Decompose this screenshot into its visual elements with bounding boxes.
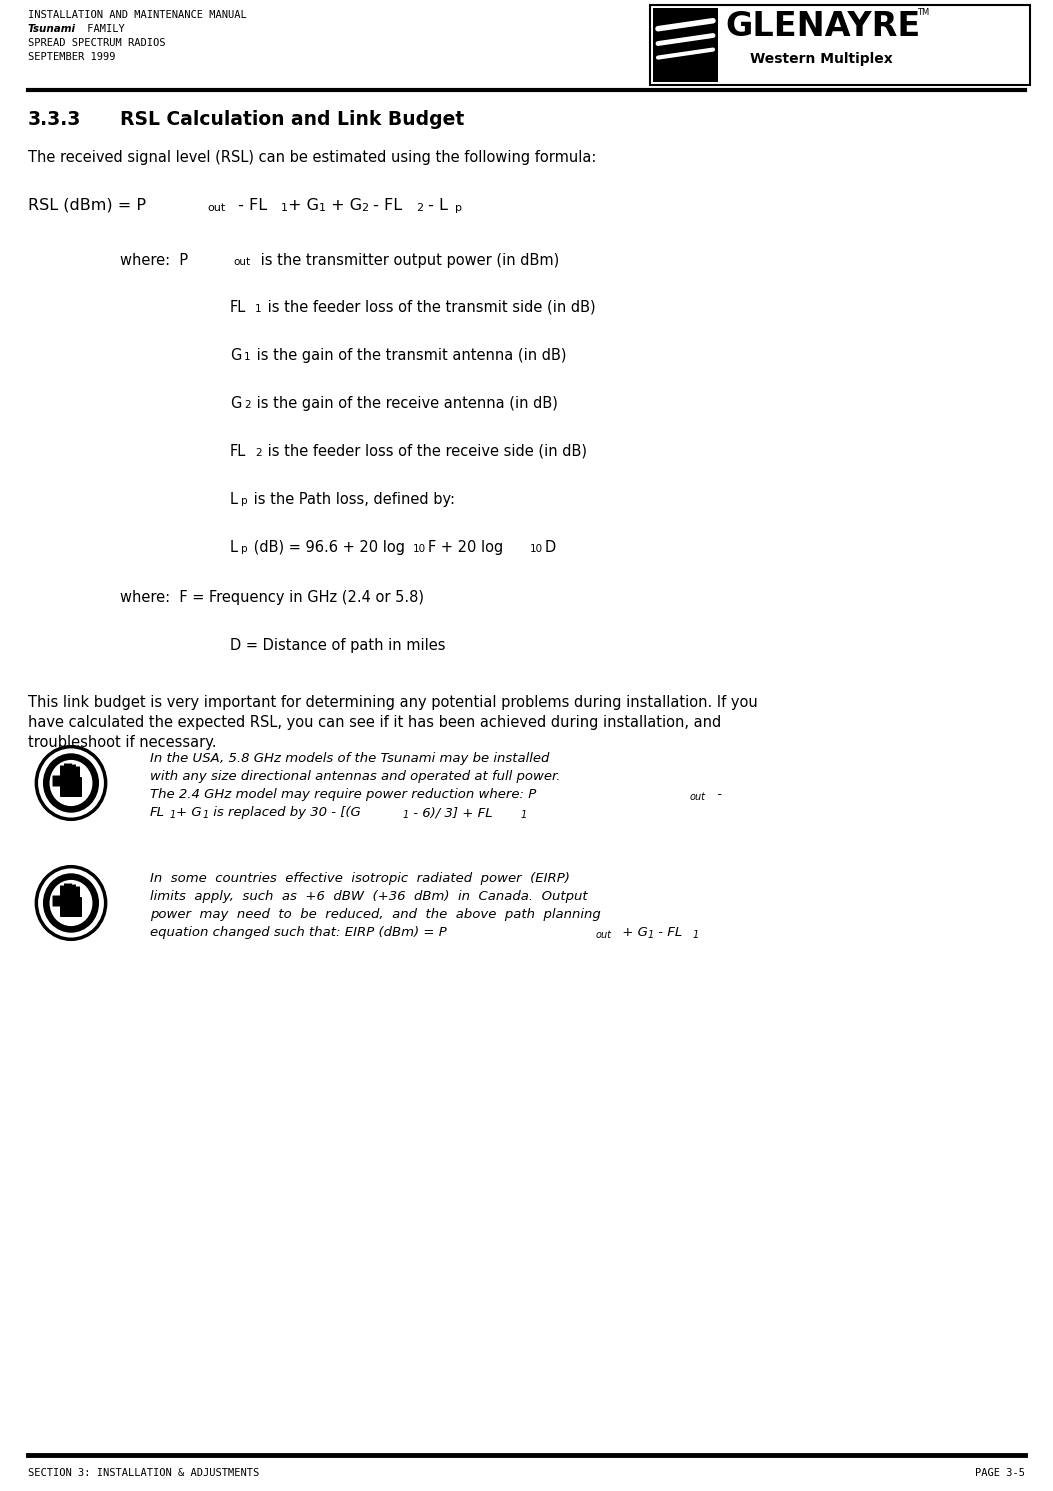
Text: - FL: - FL — [367, 198, 402, 213]
Text: with any size directional antennas and operated at full power.: with any size directional antennas and o… — [150, 769, 560, 783]
Ellipse shape — [37, 747, 105, 819]
Text: is the gain of the transmit antenna (in dB): is the gain of the transmit antenna (in … — [252, 347, 567, 362]
Text: power  may  need  to  be  reduced,  and  the  above  path  planning: power may need to be reduced, and the ab… — [150, 908, 601, 921]
Text: FL: FL — [230, 300, 246, 315]
Text: RSL Calculation and Link Budget: RSL Calculation and Link Budget — [120, 110, 464, 130]
Text: is the feeder loss of the receive side (in dB): is the feeder loss of the receive side (… — [263, 444, 587, 459]
Text: SEPTEMBER 1999: SEPTEMBER 1999 — [28, 52, 116, 63]
FancyBboxPatch shape — [53, 896, 61, 907]
Text: out: out — [690, 792, 706, 802]
Text: In the USA, 5.8 GHz models of the Tsunami may be installed: In the USA, 5.8 GHz models of the Tsunam… — [150, 751, 550, 765]
Text: 1: 1 — [281, 203, 289, 213]
Text: 10: 10 — [530, 544, 543, 555]
Text: 1: 1 — [170, 810, 176, 820]
Text: SPREAD SPECTRUM RADIOS: SPREAD SPECTRUM RADIOS — [28, 37, 165, 48]
Text: Western Multiplex: Western Multiplex — [750, 52, 893, 66]
Text: TM: TM — [917, 7, 929, 16]
Bar — [650, 4, 1030, 85]
Text: limits  apply,  such  as  +6  dBW  (+36  dBm)  in  Canada.  Output: limits apply, such as +6 dBW (+36 dBm) i… — [150, 890, 588, 904]
Ellipse shape — [49, 760, 93, 807]
FancyBboxPatch shape — [68, 763, 72, 778]
Text: 2: 2 — [416, 203, 423, 213]
Text: GLENAYRE: GLENAYRE — [726, 10, 920, 43]
Text: is the feeder loss of the transmit side (in dB): is the feeder loss of the transmit side … — [263, 300, 596, 315]
Text: 1: 1 — [244, 352, 251, 362]
Text: + G: + G — [289, 198, 319, 213]
FancyBboxPatch shape — [64, 763, 68, 778]
Text: is replaced by 30 - [(G: is replaced by 30 - [(G — [208, 807, 361, 819]
Text: FL: FL — [150, 807, 165, 819]
Text: PAGE 3-5: PAGE 3-5 — [975, 1469, 1025, 1478]
Text: p: p — [241, 497, 247, 505]
Text: In  some  countries  effective  isotropic  radiated  power  (EIRP): In some countries effective isotropic ra… — [150, 872, 570, 886]
Text: Tsunami: Tsunami — [28, 24, 76, 34]
FancyBboxPatch shape — [60, 777, 82, 798]
Text: L: L — [230, 540, 238, 555]
Text: 2: 2 — [255, 447, 261, 458]
Text: L: L — [230, 492, 238, 507]
Text: out: out — [233, 256, 251, 267]
Text: 2: 2 — [244, 400, 251, 410]
Text: FAMILY: FAMILY — [81, 24, 124, 34]
FancyBboxPatch shape — [60, 886, 64, 899]
Ellipse shape — [43, 753, 99, 813]
Text: 10: 10 — [413, 544, 426, 555]
FancyBboxPatch shape — [64, 884, 68, 899]
Text: p: p — [455, 203, 462, 213]
Text: + G: + G — [326, 198, 362, 213]
Text: F + 20 log: F + 20 log — [428, 540, 503, 555]
FancyBboxPatch shape — [72, 884, 76, 899]
Text: is the gain of the receive antenna (in dB): is the gain of the receive antenna (in d… — [252, 397, 558, 412]
Text: 1: 1 — [648, 930, 654, 939]
FancyBboxPatch shape — [76, 766, 80, 778]
Text: The received signal level (RSL) can be estimated using the following formula:: The received signal level (RSL) can be e… — [28, 151, 596, 166]
Text: + G: + G — [176, 807, 201, 819]
Text: - 6)/ 3] + FL: - 6)/ 3] + FL — [409, 807, 493, 819]
Text: equation changed such that: EIRP (dBm) = P: equation changed such that: EIRP (dBm) =… — [150, 926, 446, 939]
Text: where:  F = Frequency in GHz (2.4 or 5.8): where: F = Frequency in GHz (2.4 or 5.8) — [120, 590, 424, 605]
Text: 1: 1 — [255, 304, 261, 315]
Text: - L: - L — [423, 198, 448, 213]
Bar — [653, 7, 718, 82]
Text: D: D — [545, 540, 556, 555]
Text: out: out — [596, 930, 612, 939]
FancyBboxPatch shape — [68, 884, 72, 899]
Text: 1: 1 — [403, 810, 410, 820]
Text: 1: 1 — [693, 930, 699, 939]
FancyBboxPatch shape — [60, 898, 82, 917]
Text: The 2.4 GHz model may require power reduction where: P: The 2.4 GHz model may require power redu… — [150, 789, 536, 801]
FancyBboxPatch shape — [53, 775, 61, 786]
Text: where:  P: where: P — [120, 253, 188, 268]
Text: is the transmitter output power (in dBm): is the transmitter output power (in dBm) — [256, 253, 559, 268]
Text: This link budget is very important for determining any potential problems during: This link budget is very important for d… — [28, 695, 758, 710]
Ellipse shape — [43, 874, 99, 933]
Text: have calculated the expected RSL, you can see if it has been achieved during ins: have calculated the expected RSL, you ca… — [28, 716, 721, 731]
Text: (dB) = 96.6 + 20 log: (dB) = 96.6 + 20 log — [249, 540, 405, 555]
Text: troubleshoot if necessary.: troubleshoot if necessary. — [28, 735, 217, 750]
Text: D = Distance of path in miles: D = Distance of path in miles — [230, 638, 445, 653]
FancyBboxPatch shape — [76, 887, 80, 899]
Text: G: G — [230, 347, 241, 362]
Text: RSL (dBm) = P: RSL (dBm) = P — [28, 198, 146, 213]
Text: G: G — [230, 397, 241, 412]
Text: 2: 2 — [361, 203, 369, 213]
Text: + G: + G — [618, 926, 648, 939]
Text: 1: 1 — [319, 203, 326, 213]
Text: 1: 1 — [521, 810, 528, 820]
Text: INSTALLATION AND MAINTENANCE MANUAL: INSTALLATION AND MAINTENANCE MANUAL — [28, 10, 246, 19]
Text: 1: 1 — [203, 810, 210, 820]
Text: FL: FL — [230, 444, 246, 459]
Text: is the Path loss, defined by:: is the Path loss, defined by: — [249, 492, 455, 507]
Text: - FL: - FL — [654, 926, 682, 939]
Text: 3.3.3: 3.3.3 — [28, 110, 81, 130]
Text: out: out — [207, 203, 225, 213]
Text: SECTION 3: INSTALLATION & ADJUSTMENTS: SECTION 3: INSTALLATION & ADJUSTMENTS — [28, 1469, 259, 1478]
Text: p: p — [241, 544, 247, 555]
Text: - FL: - FL — [233, 198, 267, 213]
Ellipse shape — [49, 880, 93, 926]
FancyBboxPatch shape — [72, 765, 76, 778]
Ellipse shape — [37, 866, 105, 939]
Text: -: - — [713, 789, 722, 801]
FancyBboxPatch shape — [60, 765, 64, 778]
